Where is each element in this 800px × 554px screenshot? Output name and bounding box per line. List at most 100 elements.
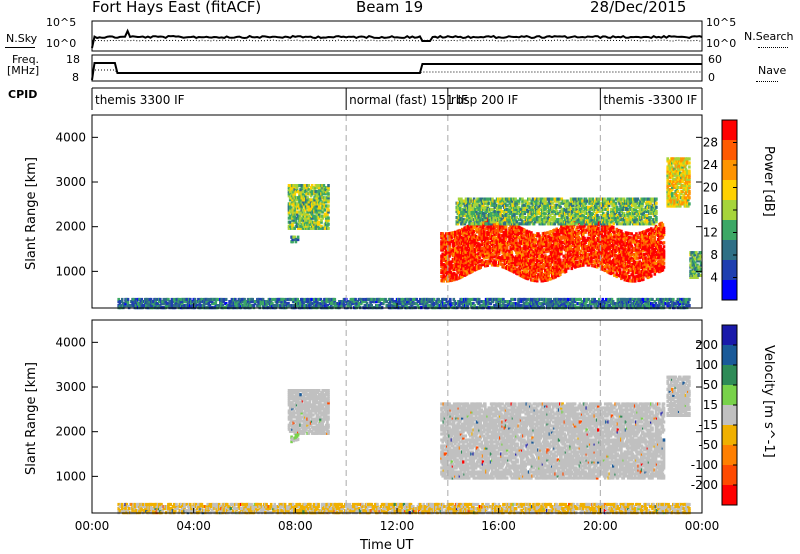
heatmap-cell xyxy=(636,256,639,260)
heatmap-cell xyxy=(307,184,311,188)
heatmap-cell xyxy=(635,205,639,209)
heatmap-cell xyxy=(638,278,642,282)
heatmap-cell xyxy=(450,250,454,254)
heatmap-cell xyxy=(625,256,629,260)
heatmap-cell xyxy=(469,260,472,264)
heatmap-cell xyxy=(640,233,644,237)
heatmap-cell xyxy=(601,239,605,243)
heatmap-cell xyxy=(319,190,322,194)
heatmap-cell xyxy=(576,262,579,266)
heatmap-cell xyxy=(291,198,294,202)
heatmap-cell xyxy=(636,240,639,244)
heatmap-cell xyxy=(537,240,540,244)
heatmap-cell xyxy=(662,230,666,234)
heatmap-cell xyxy=(533,246,537,250)
heatmap-cell xyxy=(327,192,330,196)
heatmap-cell xyxy=(315,218,319,222)
heatmap-cell xyxy=(556,251,560,255)
heatmap-cell xyxy=(301,208,305,212)
heatmap-cell xyxy=(464,250,467,254)
heatmap-cell xyxy=(605,251,608,255)
heatmap-cell xyxy=(321,188,324,192)
heatmap-cell xyxy=(585,228,589,232)
heatmap-cell xyxy=(501,242,504,246)
heatmap-cell xyxy=(576,256,579,260)
heatmap-cell xyxy=(630,238,633,242)
heatmap-cell xyxy=(633,267,637,271)
heatmap-cell xyxy=(501,256,504,261)
heatmap-cell xyxy=(503,245,507,249)
heatmap-cell xyxy=(622,255,625,259)
heatmap-cell xyxy=(312,186,315,190)
heatmap-cell xyxy=(544,233,547,237)
heatmap-cell xyxy=(571,237,575,241)
heatmap-cell xyxy=(315,210,319,214)
heatmap-cell xyxy=(444,248,448,252)
heatmap-cell xyxy=(457,262,461,266)
heatmap-cell xyxy=(305,220,308,224)
heatmap-cell xyxy=(323,196,327,200)
heatmap-cell xyxy=(662,257,666,261)
heatmap-cell xyxy=(582,241,585,245)
heatmap-cell xyxy=(640,265,644,269)
heatmap-cell xyxy=(590,253,593,257)
heatmap-cell xyxy=(651,234,654,238)
heatmap-cell xyxy=(482,256,486,260)
heatmap-cell xyxy=(590,231,593,235)
heatmap-cell xyxy=(292,186,295,190)
heatmap-cell xyxy=(486,253,489,257)
heatmap-cell xyxy=(505,246,509,250)
heatmap-cell xyxy=(468,205,471,209)
heatmap-cell xyxy=(440,262,443,266)
heatmap-cell xyxy=(555,266,559,270)
heatmap-cell xyxy=(309,186,313,190)
heatmap-cell xyxy=(494,247,497,251)
heatmap-cell xyxy=(317,186,321,190)
heatmap-cell xyxy=(659,240,662,244)
heatmap-cell xyxy=(627,270,630,274)
heatmap-cell xyxy=(559,258,562,262)
heatmap-cell xyxy=(310,190,314,194)
heatmap-cell xyxy=(628,277,631,281)
heatmap-cell xyxy=(662,255,666,259)
heatmap-cell xyxy=(467,232,471,236)
heatmap-cell xyxy=(467,234,471,238)
heatmap-cell xyxy=(468,216,471,220)
heatmap-cell xyxy=(309,194,313,198)
heatmap-cell xyxy=(317,204,321,208)
heatmap-cell xyxy=(493,232,496,236)
heatmap-cell xyxy=(635,232,638,236)
heatmap-cell xyxy=(560,251,563,255)
heatmap-cell xyxy=(482,229,486,233)
heatmap-cell xyxy=(467,263,471,267)
heatmap-cell xyxy=(288,198,292,202)
heatmap-cell xyxy=(587,263,591,267)
heatmap-cell xyxy=(457,211,461,216)
heatmap-cell xyxy=(458,247,462,251)
heatmap-cell xyxy=(294,190,298,194)
heatmap-cell xyxy=(579,225,583,229)
heatmap-cell xyxy=(441,238,444,242)
heatmap-cell xyxy=(612,228,615,232)
heatmap-cell xyxy=(444,252,448,256)
heatmap-cell xyxy=(554,275,557,279)
heatmap-cell xyxy=(309,188,313,192)
heatmap-cell xyxy=(296,237,300,242)
heatmap-cell xyxy=(561,261,564,265)
heatmap-cell xyxy=(639,272,643,276)
heatmap-cell xyxy=(499,237,502,241)
heatmap-cell xyxy=(544,258,547,262)
heatmap-cell xyxy=(316,224,320,228)
heatmap-cell xyxy=(322,202,326,206)
heatmap-cell xyxy=(515,220,519,224)
heatmap-cell xyxy=(444,236,448,240)
heatmap-cell xyxy=(503,251,507,255)
heatmap-cell xyxy=(319,196,322,200)
noise-tick-top-left: 10^5 xyxy=(46,16,77,29)
heatmap-cell xyxy=(495,224,499,228)
heatmap-cell xyxy=(472,225,476,230)
heatmap-cell xyxy=(291,237,294,242)
heatmap-cell xyxy=(514,268,517,273)
heatmap-cell xyxy=(563,258,567,262)
heatmap-cell xyxy=(302,188,306,192)
